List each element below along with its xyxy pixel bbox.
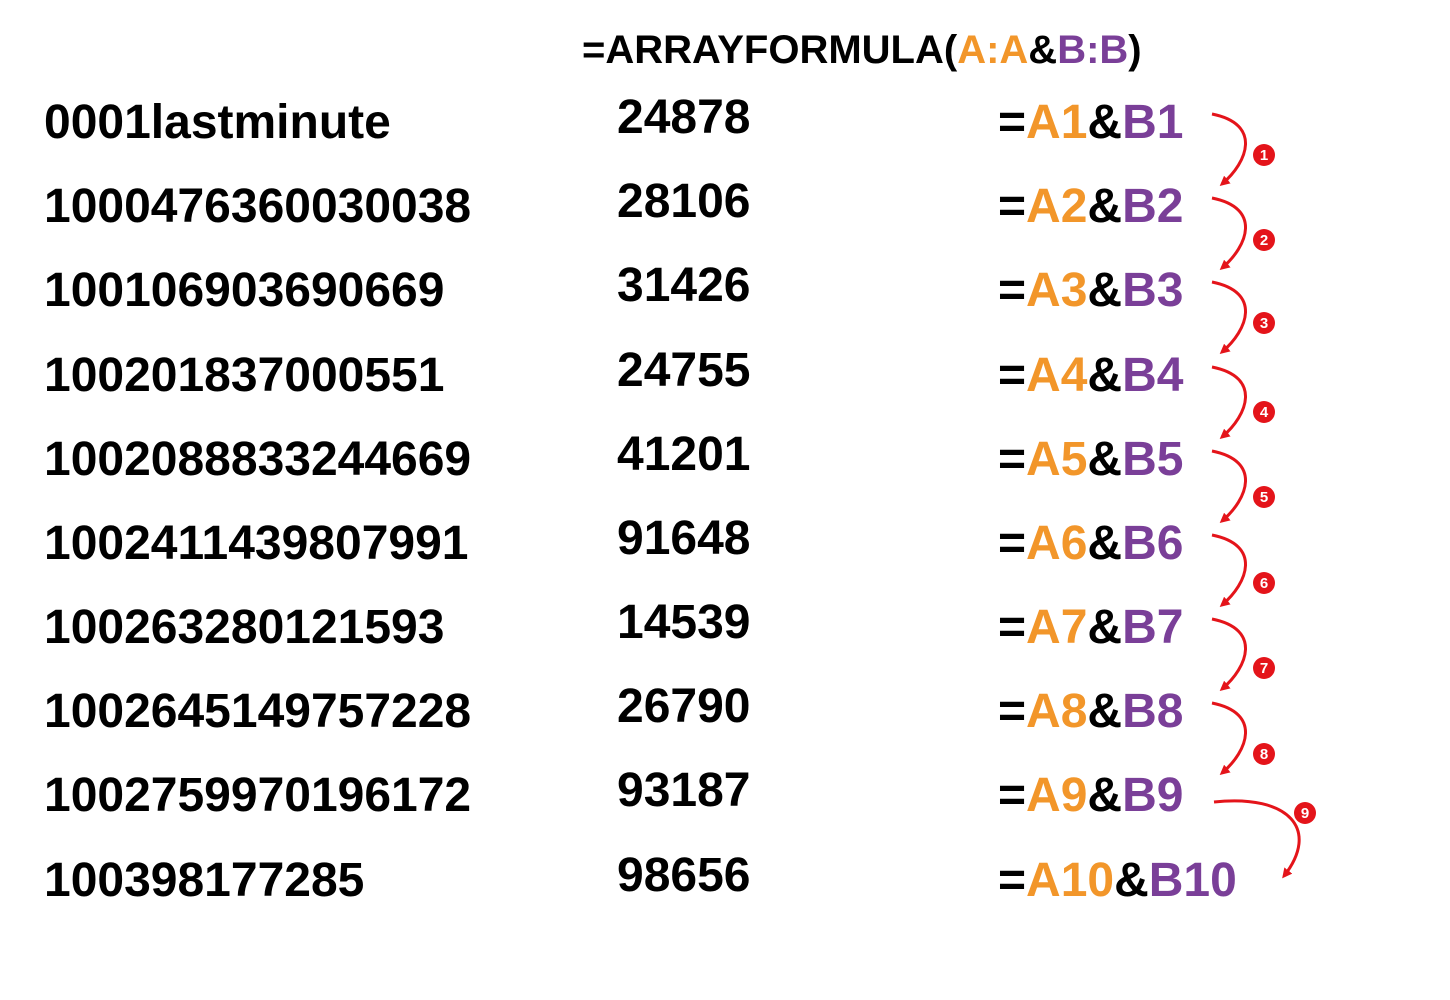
table-row: 1000476360030038 28106 =A2&B2 — [0, 175, 1450, 239]
formula-equals: = — [998, 264, 1027, 317]
step-badge-7: 7 — [1253, 657, 1275, 679]
column-a-value: 0001lastminute — [44, 96, 391, 149]
formula-amp: & — [1087, 96, 1123, 149]
formula-ref-a: A3 — [1026, 264, 1088, 317]
formula-ref-b: B3 — [1122, 264, 1184, 317]
formula-equals: = — [998, 517, 1027, 570]
formula-equals: = — [998, 180, 1027, 233]
table-row: 100201837000551 24755 =A4&B4 — [0, 344, 1450, 408]
formula-equals: = — [998, 854, 1027, 907]
formula-ref-b: B5 — [1122, 433, 1184, 486]
column-b-value: 24878 — [617, 91, 751, 144]
row-formula: =A5&B5 — [998, 432, 1183, 488]
formula-equals: = — [998, 601, 1027, 654]
formula-ref-a: A5 — [1026, 433, 1088, 486]
formula-amp: & — [1087, 180, 1123, 233]
formula-ref-b: B1 — [1122, 96, 1184, 149]
row-formula: =A8&B8 — [998, 684, 1183, 740]
formula-ref-a: A7 — [1026, 601, 1088, 654]
column-b-value: 93187 — [617, 764, 751, 817]
formula-ref-b: B8 — [1122, 685, 1184, 738]
formula-ref-b: B10 — [1148, 854, 1237, 907]
formula-amp: & — [1087, 769, 1123, 822]
column-b-value: 28106 — [617, 175, 751, 228]
header-ref-b: B:B — [1057, 28, 1129, 72]
table-row: 0001lastminute 24878 =A1&B1 — [0, 91, 1450, 155]
column-a-value: 1000476360030038 — [44, 180, 472, 233]
formula-amp: & — [1087, 264, 1123, 317]
formula-amp: & — [1087, 517, 1123, 570]
column-a-value: 100263280121593 — [44, 601, 445, 654]
formula-ref-a: A6 — [1026, 517, 1088, 570]
column-b-value: 41201 — [617, 428, 751, 481]
table-row: 100263280121593 14539 =A7&B7 — [0, 596, 1450, 660]
table-row: 1002088833244669 41201 =A5&B5 — [0, 428, 1450, 492]
column-b-value: 91648 — [617, 512, 751, 565]
row-formula: =A9&B9 — [998, 768, 1183, 824]
row-formula: =A7&B7 — [998, 600, 1183, 656]
formula-equals: = — [998, 96, 1027, 149]
formula-ref-b: B2 — [1122, 180, 1184, 233]
table-row: 1002645149757228 26790 =A8&B8 — [0, 680, 1450, 744]
formula-ref-a: A2 — [1026, 180, 1088, 233]
table-row: 100398177285 98656 =A10&B10 — [0, 849, 1450, 913]
column-b-value: 24755 — [617, 344, 751, 397]
column-a-value: 1002759970196172 — [44, 769, 472, 822]
row-formula: =A6&B6 — [998, 516, 1183, 572]
formula-ref-a: A8 — [1026, 685, 1088, 738]
formula-ref-b: B4 — [1122, 349, 1184, 402]
column-a-value: 1002088833244669 — [44, 433, 472, 486]
step-number: 7 — [1260, 660, 1268, 677]
formula-ref-a: A10 — [1026, 854, 1115, 907]
column-b-value: 14539 — [617, 596, 751, 649]
formula-equals: = — [998, 769, 1027, 822]
column-b-value: 31426 — [617, 259, 751, 312]
formula-ref-b: B9 — [1122, 769, 1184, 822]
formula-amp: & — [1087, 601, 1123, 654]
column-a-value: 1002645149757228 — [44, 685, 472, 738]
step-number: 8 — [1260, 746, 1268, 763]
arrayformula-header: =ARRAYFORMULA(A:A&B:B) — [582, 27, 1142, 73]
row-formula: =A4&B4 — [998, 348, 1183, 404]
row-formula: =A10&B10 — [998, 853, 1237, 909]
formula-ref-a: A4 — [1026, 349, 1088, 402]
formula-equals: = — [998, 433, 1027, 486]
formula-equals: = — [998, 685, 1027, 738]
step-number: 6 — [1260, 575, 1268, 592]
column-a-value: 100106903690669 — [44, 264, 445, 317]
formula-ref-b: B6 — [1122, 517, 1184, 570]
formula-amp: & — [1087, 685, 1123, 738]
column-a-value: 100201837000551 — [44, 349, 445, 402]
formula-amp: & — [1087, 433, 1123, 486]
column-a-value: 1002411439807991 — [44, 517, 469, 570]
formula-ref-a: A1 — [1026, 96, 1088, 149]
formula-amp: & — [1114, 854, 1149, 907]
row-formula: =A1&B1 — [998, 95, 1183, 151]
row-formula: =A2&B2 — [998, 179, 1183, 235]
header-prefix: =ARRAYFORMULA( — [582, 28, 958, 72]
column-b-value: 26790 — [617, 680, 751, 733]
table-row: 1002759970196172 93187 =A9&B9 — [0, 764, 1450, 828]
header-ref-a: A:A — [957, 28, 1029, 72]
header-amp: & — [1028, 28, 1058, 72]
header-suffix: ) — [1128, 28, 1142, 72]
row-formula: =A3&B3 — [998, 263, 1183, 319]
formula-amp: & — [1087, 349, 1123, 402]
formula-ref-a: A9 — [1026, 769, 1088, 822]
table-row: 100106903690669 31426 =A3&B3 — [0, 259, 1450, 323]
column-b-value: 98656 — [617, 849, 751, 902]
table-row: 1002411439807991 91648 =A6&B6 — [0, 512, 1450, 576]
formula-equals: = — [998, 349, 1027, 402]
step-badge-8: 8 — [1253, 743, 1275, 765]
formula-ref-b: B7 — [1122, 601, 1184, 654]
column-a-value: 100398177285 — [44, 854, 365, 907]
